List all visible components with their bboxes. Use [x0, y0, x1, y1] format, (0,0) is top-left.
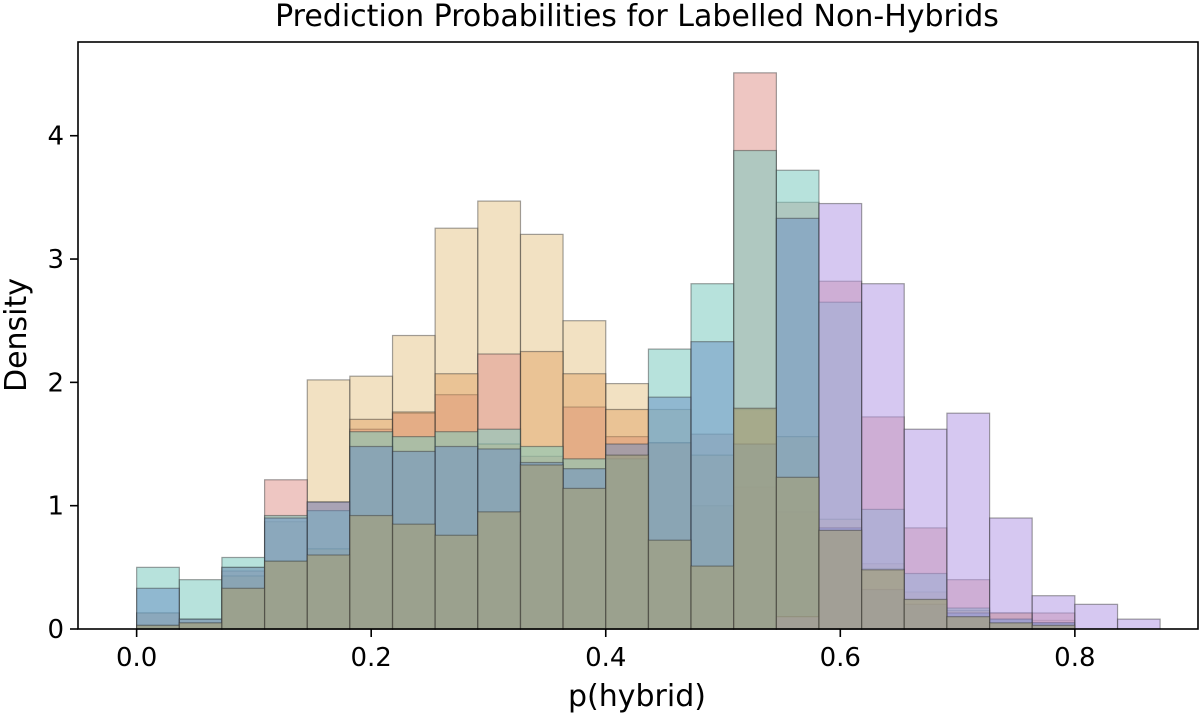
x-tick-label: 0.8	[1054, 643, 1095, 673]
series-olive-bar-1	[178, 622, 223, 630]
y-axis-label: Density	[0, 278, 34, 392]
series-blue-bar-0	[136, 587, 180, 630]
series-olive-bar-20	[988, 622, 1033, 630]
series-olive-bar-16	[818, 529, 863, 630]
y-axis: 0 1 2 3 4	[47, 122, 78, 645]
histogram-bars	[136, 72, 1161, 630]
series-olive-bar-11	[605, 454, 650, 630]
series-purple-bar-20	[988, 517, 1033, 630]
series-purple-bar-18	[903, 428, 948, 630]
series-olive-bar-4	[306, 554, 351, 630]
y-tick-label: 3	[47, 245, 64, 275]
series-purple-bar-23	[1116, 618, 1161, 630]
series-olive	[136, 407, 1076, 630]
x-tick-label: 0.2	[351, 643, 392, 673]
y-tick-label: 0	[47, 615, 64, 645]
series-olive-bar-10	[562, 487, 607, 630]
series-olive-bar-9	[519, 464, 564, 630]
series-olive-bar-19	[946, 616, 991, 630]
series-olive-bar-6	[391, 523, 436, 630]
series-olive-bar-12	[647, 539, 692, 630]
series-olive-bar-17	[861, 569, 905, 630]
y-tick-label: 2	[47, 368, 64, 398]
series-olive-bar-5	[349, 514, 394, 630]
y-tick-label: 4	[47, 122, 64, 152]
chart-title: Prediction Probabilities for Labelled No…	[275, 0, 999, 34]
x-tick-label: 0.0	[116, 643, 157, 673]
x-tick-label: 0.6	[820, 643, 861, 673]
series-olive-bar-15	[775, 476, 820, 630]
series-olive-bar-8	[477, 511, 522, 630]
series-purple-bar-19	[946, 412, 991, 630]
series-purple-bar-21	[1031, 595, 1076, 630]
series-olive-bar-2	[221, 587, 266, 630]
x-axis: 0.0 0.2 0.4 0.6 0.8	[116, 629, 1096, 673]
series-purple-bar-22	[1074, 603, 1119, 630]
series-olive-bar-3	[263, 560, 308, 630]
x-tick-label: 0.4	[585, 643, 626, 673]
series-olive-bar-7	[434, 534, 479, 630]
series-olive-bar-14	[733, 407, 777, 630]
plot-frame	[77, 41, 1199, 630]
series-olive-bar-18	[903, 598, 948, 630]
series-olive-bar-13	[690, 565, 735, 630]
y-tick-label: 1	[47, 492, 64, 522]
x-axis-label: p(hybrid)	[568, 679, 706, 714]
